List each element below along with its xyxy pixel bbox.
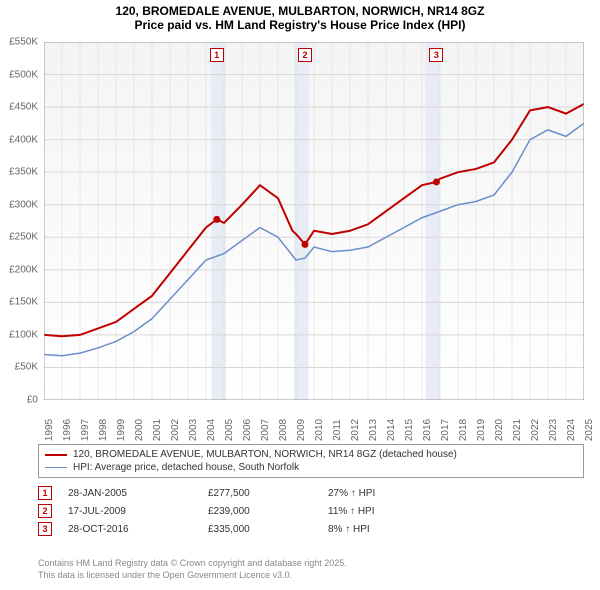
x-tick-label: 2019 <box>476 419 487 441</box>
x-tick-label: 2016 <box>422 419 433 441</box>
transaction-date: 28-OCT-2016 <box>68 524 208 535</box>
x-axis-labels: 1995 1996 1997 1998 1999 2000 2001 2002 2003 2004… <box>44 402 584 442</box>
transaction-marker: 1 <box>38 486 52 500</box>
y-tick-label: £50K <box>15 362 38 373</box>
x-tick-label: 2023 <box>548 419 559 441</box>
footer-line-2: This data is licensed under the Open Gov… <box>38 570 347 582</box>
x-tick-label: 2009 <box>296 419 307 441</box>
legend-label: 120, BROMEDALE AVENUE, MULBARTON, NORWIC… <box>73 449 457 460</box>
x-tick-label: 2002 <box>170 419 181 441</box>
x-tick-label: 2000 <box>134 419 145 441</box>
y-tick-label: £450K <box>9 102 38 113</box>
x-tick-label: 2007 <box>260 419 271 441</box>
transaction-pct: 11% ↑ HPI <box>328 506 448 517</box>
chart-plot: 1 2 3 <box>44 42 584 400</box>
x-tick-label: 2020 <box>494 419 505 441</box>
x-tick-label: 2010 <box>314 419 325 441</box>
transaction-row: 2 17-JUL-2009£239,00011% ↑ HPI <box>38 502 584 520</box>
transaction-table: 1 28-JAN-2005£277,50027% ↑ HPI 2 17-JUL-200… <box>38 484 584 538</box>
transaction-date: 17-JUL-2009 <box>68 506 208 517</box>
transaction-date: 28-JAN-2005 <box>68 488 208 499</box>
transaction-row: 1 28-JAN-2005£277,50027% ↑ HPI <box>38 484 584 502</box>
x-tick-label: 2003 <box>188 419 199 441</box>
y-tick-label: £100K <box>9 329 38 340</box>
y-tick-label: £500K <box>9 69 38 80</box>
x-tick-label: 1996 <box>62 419 73 441</box>
chart-marker-1: 1 <box>210 48 224 62</box>
y-tick-label: £250K <box>9 232 38 243</box>
legend-item: 120, BROMEDALE AVENUE, MULBARTON, NORWIC… <box>45 448 577 461</box>
transaction-price: £335,000 <box>208 524 328 535</box>
x-tick-label: 1997 <box>80 419 91 441</box>
legend: 120, BROMEDALE AVENUE, MULBARTON, NORWIC… <box>38 444 584 478</box>
x-tick-label: 2005 <box>224 419 235 441</box>
y-tick-label: £400K <box>9 134 38 145</box>
legend-swatch <box>45 454 67 456</box>
transaction-pct: 8% ↑ HPI <box>328 524 448 535</box>
y-tick-label: £550K <box>9 37 38 48</box>
transaction-marker: 2 <box>38 504 52 518</box>
x-tick-label: 2006 <box>242 419 253 441</box>
x-tick-label: 2017 <box>440 419 451 441</box>
x-tick-label: 2011 <box>332 419 343 441</box>
x-tick-label: 2013 <box>368 419 379 441</box>
legend-item: HPI: Average price, detached house, Sout… <box>45 461 577 474</box>
y-tick-label: £350K <box>9 167 38 178</box>
chart-container: 120, BROMEDALE AVENUE, MULBARTON, NORWIC… <box>0 0 600 590</box>
y-tick-label: £150K <box>9 297 38 308</box>
x-tick-label: 2004 <box>206 419 217 441</box>
x-tick-label: 2025 <box>584 419 595 441</box>
transaction-price: £239,000 <box>208 506 328 517</box>
x-tick-label: 2024 <box>566 419 577 441</box>
footer: Contains HM Land Registry data © Crown c… <box>38 558 347 581</box>
footer-line-1: Contains HM Land Registry data © Crown c… <box>38 558 347 570</box>
chart-marker-2: 2 <box>298 48 312 62</box>
x-tick-label: 1999 <box>116 419 127 441</box>
transaction-price: £277,500 <box>208 488 328 499</box>
x-tick-label: 2018 <box>458 419 469 441</box>
x-tick-label: 2022 <box>530 419 541 441</box>
x-tick-label: 1995 <box>44 419 55 441</box>
chart-marker-3: 3 <box>429 48 443 62</box>
title-line-1: 120, BROMEDALE AVENUE, MULBARTON, NORWIC… <box>0 4 600 18</box>
x-tick-label: 1998 <box>98 419 109 441</box>
legend-label: HPI: Average price, detached house, Sout… <box>73 462 299 473</box>
x-tick-label: 2021 <box>512 419 523 441</box>
legend-swatch <box>45 467 67 469</box>
x-tick-label: 2001 <box>152 419 163 441</box>
chart-svg <box>44 42 584 400</box>
y-tick-label: £200K <box>9 264 38 275</box>
x-tick-label: 2012 <box>350 419 361 441</box>
title-block: 120, BROMEDALE AVENUE, MULBARTON, NORWIC… <box>0 0 600 34</box>
y-tick-label: £300K <box>9 199 38 210</box>
x-tick-label: 2014 <box>386 419 397 441</box>
y-axis-labels: £0£50K£100K£150K£200K£250K£300K£350K£400… <box>0 42 40 400</box>
transaction-marker: 3 <box>38 522 52 536</box>
x-tick-label: 2015 <box>404 419 415 441</box>
x-tick-label: 2008 <box>278 419 289 441</box>
transaction-row: 3 28-OCT-2016£335,0008% ↑ HPI <box>38 520 584 538</box>
transaction-pct: 27% ↑ HPI <box>328 488 448 499</box>
y-tick-label: £0 <box>27 395 38 406</box>
title-line-2: Price paid vs. HM Land Registry's House … <box>0 18 600 32</box>
